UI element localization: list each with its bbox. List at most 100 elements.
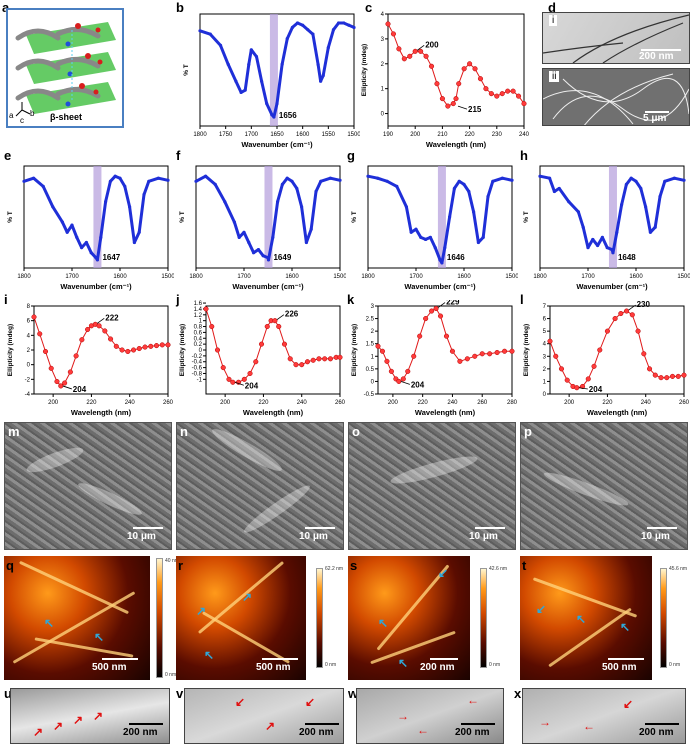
ftir-data-point bbox=[290, 25, 294, 30]
cd-data-point bbox=[624, 308, 630, 314]
ftir-data-point bbox=[123, 184, 127, 188]
panel-label-r: r bbox=[178, 558, 184, 573]
afm-image-s: ↙ ↖ ↖ 200 nm bbox=[348, 556, 470, 680]
x-tick-label: 240 bbox=[297, 400, 308, 406]
plot-frame bbox=[387, 13, 525, 127]
cd-data-point bbox=[58, 383, 64, 389]
cd-data-point bbox=[136, 345, 142, 352]
x-tick-label: 220 bbox=[418, 400, 429, 406]
ftir-data-point bbox=[198, 29, 202, 33]
ftir-data-point bbox=[243, 88, 247, 92]
afm-colorbar-s bbox=[480, 568, 487, 668]
x-tick-label: 240 bbox=[447, 400, 458, 406]
y-tick-label: 1 bbox=[543, 379, 547, 385]
panel-d-sub-ii: ii bbox=[549, 71, 560, 82]
ftir-data-point bbox=[611, 251, 615, 255]
ftir-data-point bbox=[385, 179, 389, 183]
ftir-data-point bbox=[234, 79, 238, 83]
x-tick-label: 1650 bbox=[270, 132, 284, 138]
cd-data-point bbox=[553, 353, 559, 359]
y-tick-label: -2 bbox=[25, 377, 31, 383]
y-tick-label: 6 bbox=[543, 317, 547, 323]
blue-arrow: ↗ bbox=[196, 604, 207, 618]
ftir-data-point bbox=[319, 179, 323, 183]
ftir-data-point bbox=[65, 230, 69, 234]
cd-data-point bbox=[159, 342, 165, 348]
cd-data-point bbox=[669, 373, 676, 379]
ftir-data-point bbox=[452, 186, 456, 191]
ftir-data-point bbox=[337, 21, 341, 25]
cd-data-point bbox=[472, 66, 478, 72]
ftir-data-point bbox=[328, 176, 332, 180]
cd-data-point bbox=[31, 314, 37, 320]
colorbar-bottom-q: 0 nm bbox=[165, 672, 177, 678]
x-axis-label: Wavenumber (cm⁻¹) bbox=[404, 282, 476, 291]
cd-min-arrow bbox=[457, 105, 468, 110]
y-tick-label: 1 bbox=[199, 319, 203, 325]
x-tick-label: 280 bbox=[507, 400, 518, 406]
cd-data-point bbox=[449, 348, 455, 354]
x-tick-label: 200 bbox=[388, 400, 399, 406]
panel-label-d: d bbox=[548, 0, 556, 15]
cd-chart-c: 190 200 210 220 230 240 0 1 2 3 4 Wavelength (nm) El… bbox=[361, 12, 530, 149]
axis-c-label: c bbox=[20, 116, 24, 125]
cd-chart-k: 200 220 240 260 280 -0.5 0 0.5 1 1.5 2 2.5 3 Waveleng… bbox=[351, 300, 518, 417]
ftir-data-point bbox=[204, 174, 208, 178]
cd-data-point bbox=[437, 313, 444, 319]
scale-bar-x bbox=[645, 723, 679, 725]
x-axis-label: Wavenumber (cm⁻¹) bbox=[576, 282, 648, 291]
cd-data-point bbox=[445, 103, 451, 109]
cd-data-point bbox=[467, 61, 473, 67]
blue-arrow: ↖ bbox=[576, 612, 587, 626]
afm-colorbar-q bbox=[156, 558, 163, 678]
panel-label-w: w bbox=[348, 686, 359, 701]
ftir-data-point bbox=[108, 179, 112, 183]
y-tick-label: 4 bbox=[543, 342, 547, 348]
ftir-data-point bbox=[316, 62, 320, 66]
peak-label: 1647 bbox=[102, 253, 120, 262]
cd-data-point bbox=[429, 308, 435, 314]
cd-data-point bbox=[681, 372, 687, 378]
cd-data-point bbox=[384, 358, 390, 364]
ftir-data-point bbox=[476, 240, 480, 245]
ftir-data-point bbox=[338, 178, 342, 182]
cd-data-point bbox=[612, 316, 618, 322]
ftir-data-point bbox=[194, 179, 198, 183]
red-arrow: ↙ bbox=[305, 695, 316, 709]
colorbar-top-r: 62.2 nm bbox=[325, 566, 344, 572]
blue-arrow: ↖ bbox=[378, 616, 389, 630]
cd-data-point bbox=[652, 372, 658, 378]
ftir-data-point bbox=[428, 235, 432, 239]
y-tick-label: 0 bbox=[381, 112, 385, 118]
cd-data-point bbox=[428, 63, 435, 69]
red-arrow: ↗ bbox=[73, 713, 84, 727]
ftir-data-point bbox=[500, 176, 504, 180]
cd-data-point bbox=[148, 343, 154, 349]
ftir-chart-b: 1800 1750 1700 1650 1600 1550 1500 Wavenumber (… bbox=[183, 13, 360, 149]
cd-max-label: 222 bbox=[105, 313, 119, 322]
cd-data-point bbox=[487, 351, 493, 357]
cd-max-arrow bbox=[437, 302, 446, 308]
cd-data-point bbox=[304, 359, 311, 365]
scale-text-d-i: 200 nm bbox=[639, 51, 674, 62]
cd-data-point bbox=[253, 359, 259, 365]
ftir-data-point bbox=[22, 179, 26, 183]
cd-data-point bbox=[375, 343, 381, 349]
ftir-data-point bbox=[272, 115, 276, 119]
x-tick-label: 1800 bbox=[189, 274, 203, 280]
colorbar-top-q: 40 nm bbox=[165, 558, 179, 564]
ftir-data-point bbox=[261, 254, 265, 258]
y-tick-label: 1.6 bbox=[194, 301, 203, 307]
blue-arrow: ↖ bbox=[620, 620, 631, 634]
ftir-data-point bbox=[596, 243, 600, 248]
y-axis-label: Ellipticity (mdeg) bbox=[523, 324, 530, 376]
ftir-data-point bbox=[472, 210, 476, 214]
x-tick-label: 1700 bbox=[245, 132, 259, 138]
x-tick-label: 1600 bbox=[113, 274, 127, 280]
cd-data-point bbox=[641, 351, 647, 357]
y-axis-label: Ellipticity (mdeg) bbox=[179, 324, 186, 376]
cd-data-point bbox=[125, 348, 131, 355]
scale-text-p: 10 μm bbox=[641, 531, 670, 542]
cd-data-point bbox=[411, 353, 417, 359]
cd-data-point bbox=[450, 101, 456, 107]
